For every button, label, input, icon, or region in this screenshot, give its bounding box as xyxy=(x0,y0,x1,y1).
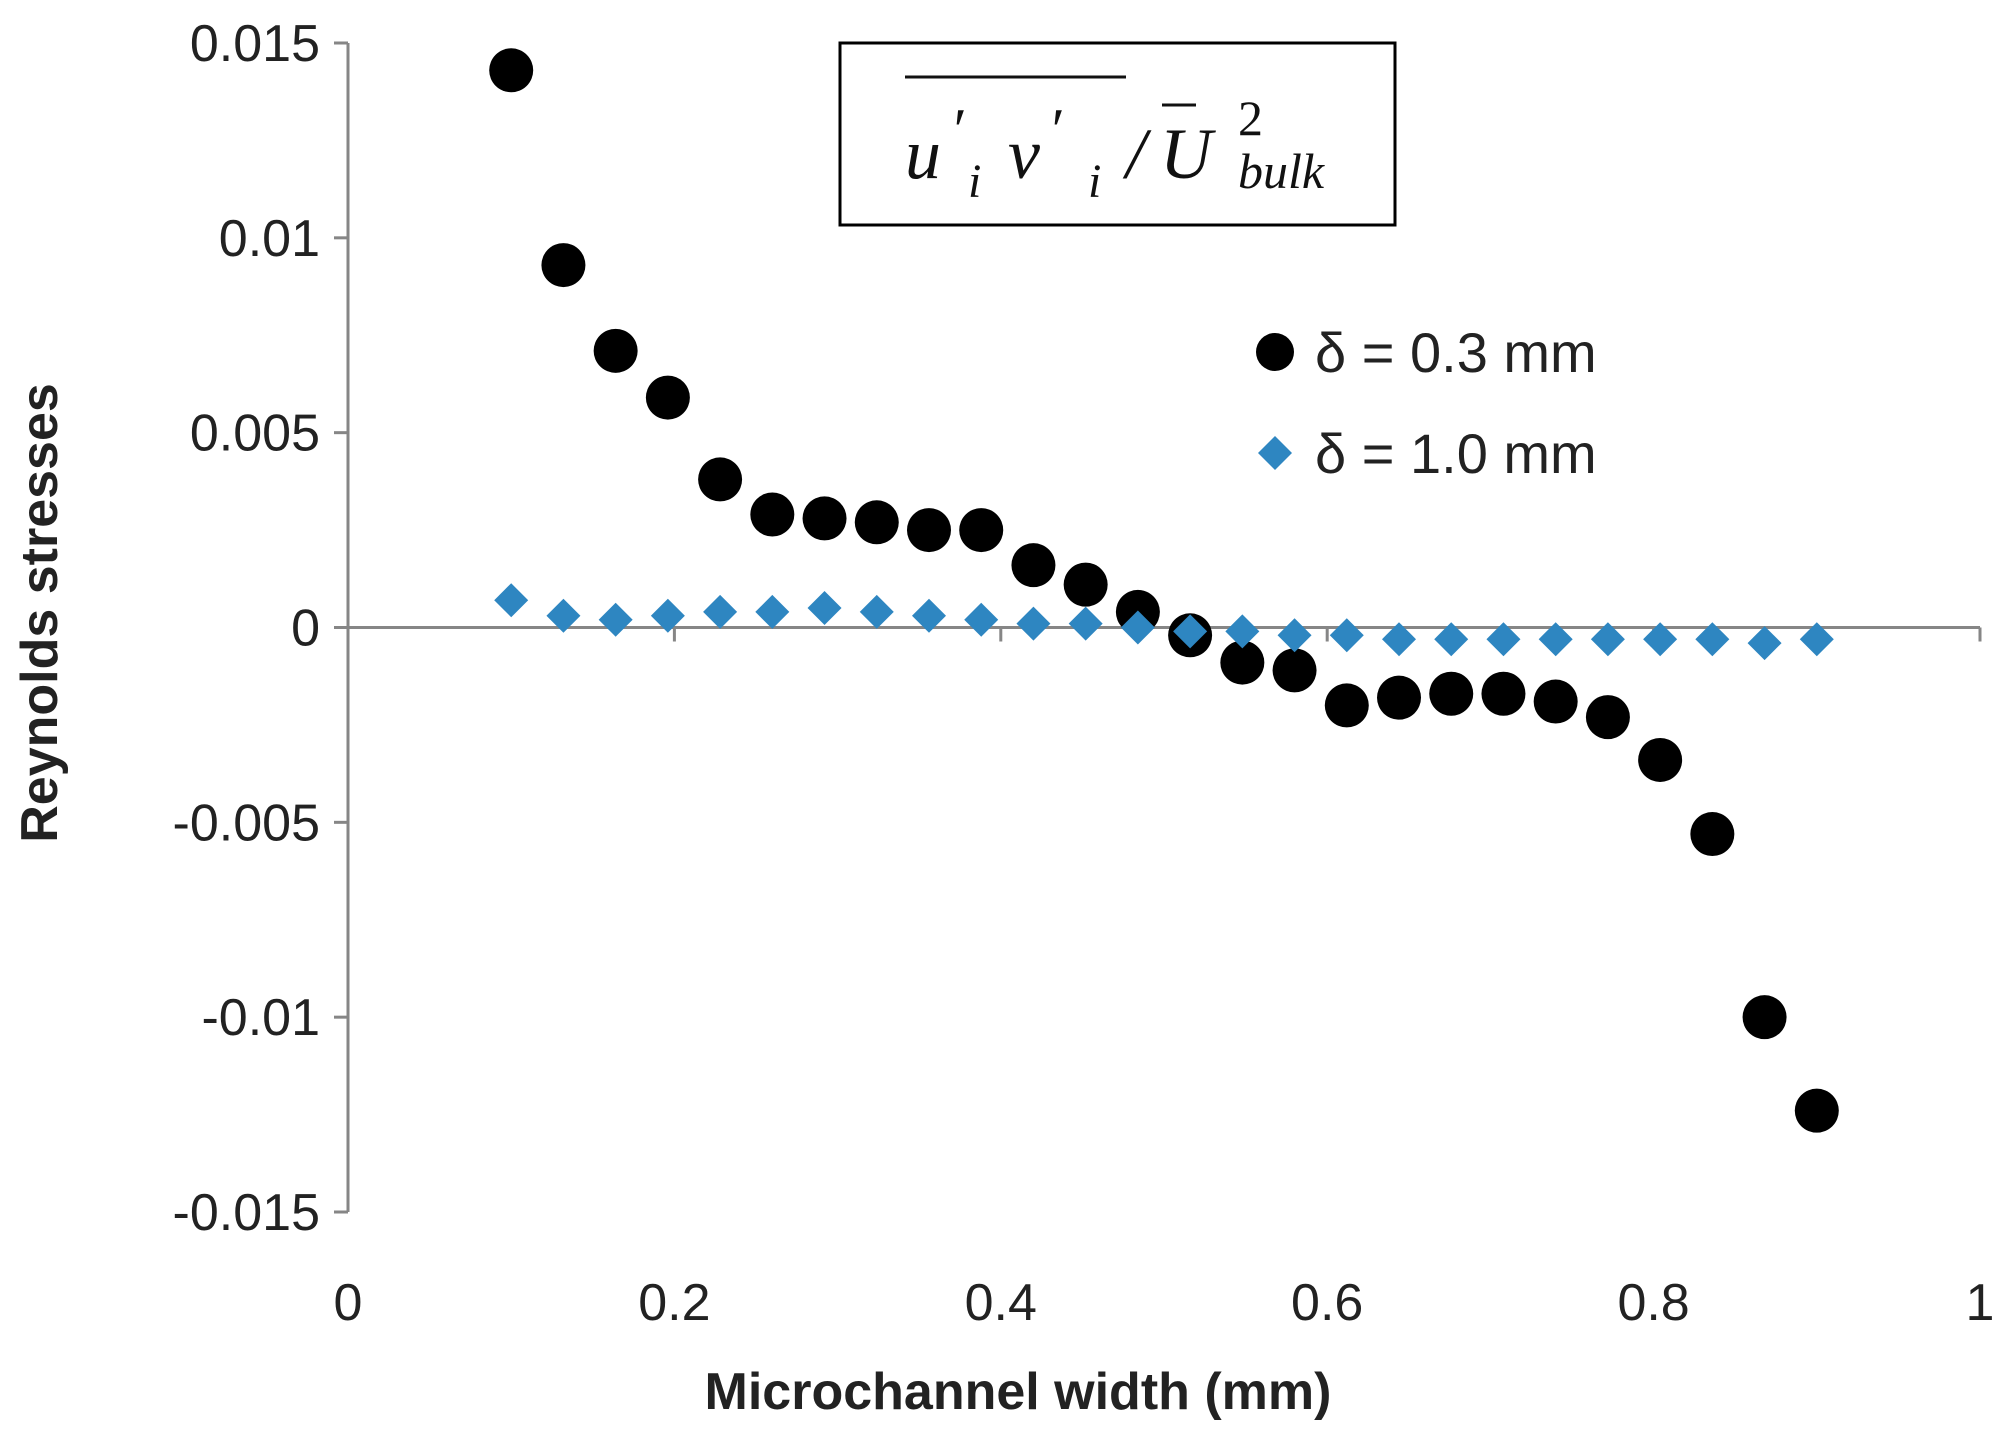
point-s0-6 xyxy=(802,496,847,541)
formula-sub-i-2: i xyxy=(1088,155,1101,208)
point-s1-21 xyxy=(1590,622,1625,657)
point-s1-6 xyxy=(807,591,842,626)
point-s1-1 xyxy=(546,598,581,633)
formula-superscript: 2 xyxy=(1238,90,1263,146)
point-s1-2 xyxy=(598,602,633,637)
x-tick-label-5: 1 xyxy=(1966,1274,1995,1332)
point-s0-21 xyxy=(1585,695,1630,740)
point-s1-18 xyxy=(1434,622,1469,657)
y-tick-label-1: 0.01 xyxy=(219,210,320,268)
point-s0-20 xyxy=(1533,679,1578,724)
y-tick-label-0: 0.015 xyxy=(190,15,320,73)
point-s0-16 xyxy=(1324,683,1369,728)
x-tick-label-3: 0.6 xyxy=(1291,1274,1363,1332)
legend-label-0: δ = 0.3 mm xyxy=(1315,321,1597,384)
point-s1-4 xyxy=(703,594,738,629)
formula-v: v xyxy=(1008,114,1040,194)
series-1 xyxy=(494,583,1834,661)
y-axis-title: Reynolds stresses xyxy=(11,383,69,843)
x-tick-label-1: 0.2 xyxy=(638,1274,710,1332)
formula-sub-i-1: i xyxy=(968,155,981,208)
point-s0-24 xyxy=(1742,995,1787,1040)
point-s1-0 xyxy=(494,583,529,618)
point-s1-14 xyxy=(1225,614,1260,649)
formula-u: u xyxy=(905,114,941,194)
x-tick-label-2: 0.4 xyxy=(965,1274,1037,1332)
point-s1-3 xyxy=(650,598,685,633)
x-axis-title: Microchannel width (mm) xyxy=(705,1363,1332,1421)
y-tick-label-3: 0 xyxy=(291,600,320,658)
point-s1-9 xyxy=(964,602,999,637)
y-tick-label-2: 0.005 xyxy=(190,405,320,463)
point-s1-11 xyxy=(1068,606,1103,641)
point-s0-3 xyxy=(645,375,690,420)
point-s0-9 xyxy=(959,508,1004,553)
point-s1-17 xyxy=(1382,622,1417,657)
point-s0-0 xyxy=(489,48,534,93)
point-s1-15 xyxy=(1277,618,1312,653)
point-s0-22 xyxy=(1638,737,1683,782)
x-tick-label-0: 0 xyxy=(334,1274,363,1332)
point-s0-25 xyxy=(1794,1088,1839,1133)
point-s1-10 xyxy=(1016,606,1051,641)
formula-box: u ′ i v ′ i / U 2 bulk xyxy=(838,41,1397,227)
point-s0-19 xyxy=(1481,671,1526,716)
series-0 xyxy=(489,48,1839,1133)
legend-label-1: δ = 1.0 mm xyxy=(1315,422,1597,485)
point-s0-7 xyxy=(854,500,899,545)
point-s1-19 xyxy=(1486,622,1521,657)
point-s1-13 xyxy=(1173,614,1208,649)
point-s1-20 xyxy=(1538,622,1573,657)
formula-prime-u: ′ xyxy=(950,97,964,163)
y-axis: 0.015 0.01 0.005 0 -0.005 -0.01 -0.015 xyxy=(173,15,350,1242)
x-tick-label-4: 0.8 xyxy=(1617,1274,1689,1332)
series-layer xyxy=(489,48,1839,1133)
y-tick-label-4: -0.005 xyxy=(173,794,320,852)
point-s0-23 xyxy=(1690,812,1735,857)
formula-frame xyxy=(838,41,1397,227)
point-s0-11 xyxy=(1063,562,1108,607)
point-s0-17 xyxy=(1377,675,1422,720)
point-s1-8 xyxy=(911,598,946,633)
point-s1-12 xyxy=(1120,610,1155,645)
point-s1-23 xyxy=(1695,622,1730,657)
point-s0-4 xyxy=(698,457,743,502)
point-s0-15 xyxy=(1272,648,1317,693)
point-s0-8 xyxy=(906,508,951,553)
point-s0-1 xyxy=(541,243,586,288)
legend-marker-diamond xyxy=(1258,436,1292,470)
formula-U: U xyxy=(1160,114,1216,194)
formula-subscript: bulk xyxy=(1238,143,1325,199)
point-s0-5 xyxy=(750,492,795,537)
point-s0-2 xyxy=(593,328,638,373)
point-s0-10 xyxy=(1011,543,1056,588)
formula-prime-v: ′ xyxy=(1048,97,1062,163)
legend-marker-circle xyxy=(1256,333,1294,371)
point-s1-7 xyxy=(859,594,894,629)
point-s1-24 xyxy=(1747,626,1782,661)
legend: δ = 0.3 mm δ = 1.0 mm xyxy=(1256,321,1597,485)
point-s1-5 xyxy=(755,594,790,629)
y-tick-label-5: -0.01 xyxy=(201,989,320,1047)
point-s0-14 xyxy=(1220,640,1265,685)
point-s1-25 xyxy=(1799,622,1834,657)
y-tick-label-6: -0.015 xyxy=(173,1184,320,1242)
point-s0-18 xyxy=(1429,671,1474,716)
point-s1-16 xyxy=(1329,618,1364,653)
point-s1-22 xyxy=(1643,622,1678,657)
